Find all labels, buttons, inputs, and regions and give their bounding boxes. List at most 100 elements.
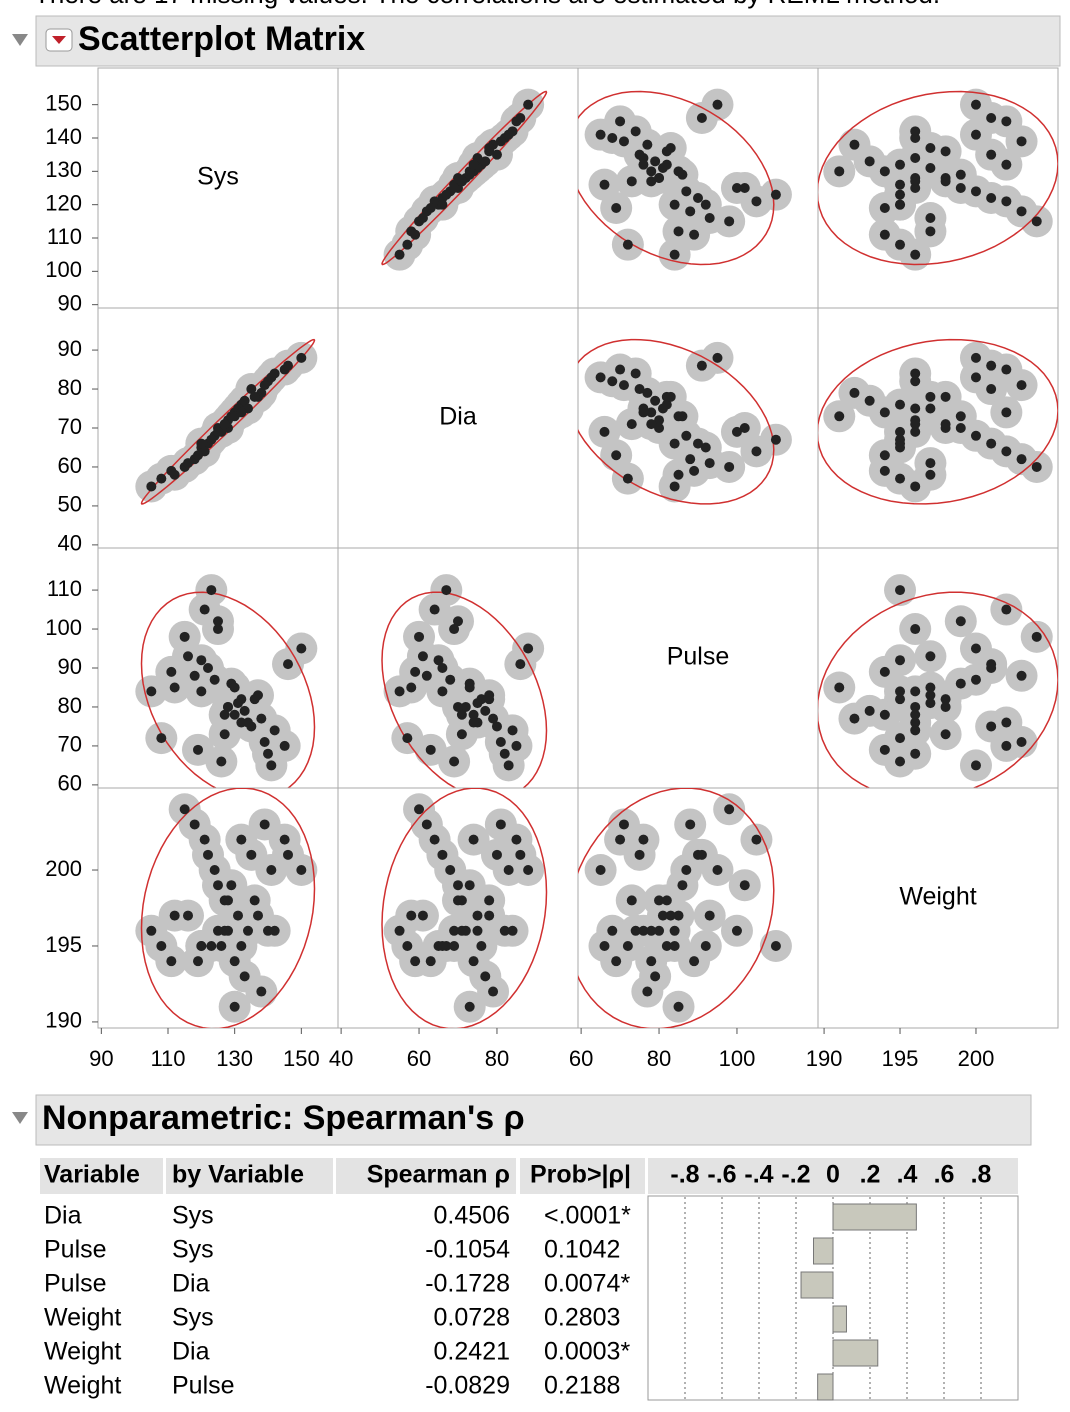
point	[453, 616, 463, 627]
point	[402, 733, 413, 744]
point	[226, 880, 237, 891]
disclosure-toggle[interactable]	[12, 34, 28, 46]
y-tick-label: 130	[45, 157, 82, 182]
disclosure-toggle[interactable]	[12, 1112, 28, 1124]
point	[955, 169, 966, 180]
point	[986, 360, 997, 371]
point	[618, 380, 629, 391]
point	[925, 682, 936, 693]
point	[249, 895, 260, 906]
point	[650, 971, 661, 982]
point	[696, 360, 707, 371]
point	[495, 819, 506, 830]
panel	[337, 307, 579, 549]
column-header-cell	[336, 1158, 516, 1194]
point	[895, 756, 906, 767]
point	[595, 129, 606, 140]
point	[940, 146, 951, 157]
point	[253, 910, 263, 921]
panel	[577, 547, 819, 789]
point	[731, 183, 742, 193]
point	[607, 376, 618, 387]
y-tick-label: 190	[45, 1008, 82, 1033]
x-tick-label: 80	[485, 1046, 509, 1071]
point	[296, 352, 307, 363]
point	[246, 384, 257, 395]
point	[283, 849, 293, 860]
point	[712, 99, 723, 110]
point	[449, 940, 460, 951]
point	[283, 659, 293, 670]
x-tick-label: 130	[216, 1046, 253, 1071]
point	[233, 698, 243, 709]
point	[673, 411, 684, 422]
point	[219, 729, 230, 740]
cell-by-variable: Dia	[172, 1270, 210, 1298]
point	[770, 434, 781, 445]
point	[495, 737, 506, 748]
point	[895, 655, 906, 666]
point	[1001, 196, 1012, 207]
point	[615, 364, 626, 375]
confidence-ellipse	[381, 788, 548, 1028]
bar	[832, 1305, 847, 1333]
point	[468, 709, 479, 720]
x-tick-label: 200	[958, 1046, 995, 1071]
y-tick-label: 80	[58, 375, 82, 400]
point	[437, 940, 448, 951]
point	[751, 196, 762, 207]
column-header-cell	[648, 1158, 1018, 1194]
x-tick-label: 80	[647, 1046, 671, 1071]
point	[704, 910, 715, 921]
point	[650, 156, 661, 167]
point	[394, 249, 405, 260]
point	[259, 380, 270, 391]
cell-variable: Dia	[44, 1202, 82, 1230]
cell-prob: 0.1042	[544, 1236, 620, 1264]
point	[499, 748, 510, 759]
point	[770, 189, 781, 200]
column-header-cell	[166, 1158, 333, 1194]
point	[657, 163, 668, 173]
y-tick-label: 110	[47, 576, 82, 601]
point	[449, 756, 460, 767]
cell-prob: 0.2803	[544, 1304, 620, 1332]
point	[669, 199, 680, 210]
point	[689, 229, 700, 240]
point	[970, 99, 981, 110]
point	[515, 659, 526, 670]
section-header	[35, 1094, 1032, 1146]
point	[700, 940, 711, 951]
point	[646, 176, 657, 187]
point	[661, 940, 672, 951]
point	[642, 986, 653, 997]
section-header	[35, 15, 1061, 67]
point	[910, 686, 921, 697]
point	[895, 473, 906, 484]
point	[731, 925, 742, 936]
point	[209, 674, 220, 685]
point	[657, 910, 668, 921]
point	[464, 1001, 475, 1012]
point	[925, 391, 936, 402]
point	[849, 139, 860, 150]
point	[910, 481, 921, 492]
point	[910, 153, 921, 163]
confidence-ellipse	[578, 338, 775, 505]
point	[940, 391, 951, 402]
point	[425, 956, 436, 967]
point	[910, 624, 921, 635]
point	[638, 159, 649, 170]
point	[146, 925, 157, 936]
point	[661, 146, 672, 157]
point	[1001, 116, 1012, 127]
point	[657, 403, 668, 414]
point	[646, 419, 657, 430]
point	[724, 804, 735, 815]
point	[731, 426, 742, 437]
point	[910, 126, 921, 137]
point	[236, 717, 247, 728]
point	[611, 450, 622, 461]
point	[634, 849, 645, 860]
y-tick-label: 100	[45, 257, 82, 282]
